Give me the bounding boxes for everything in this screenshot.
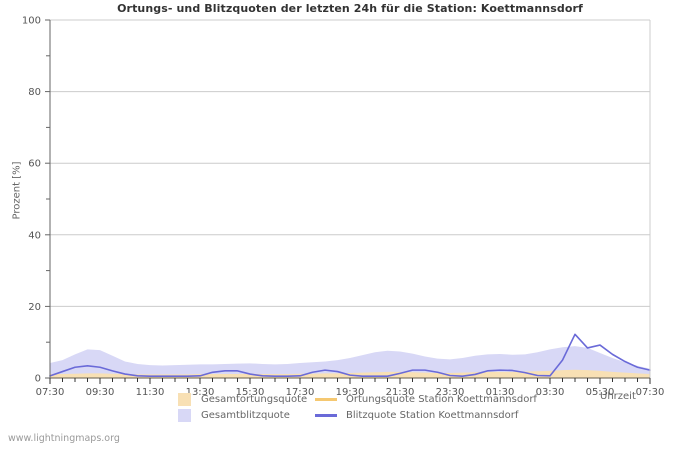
page-title: Ortungs- und Blitzquoten der letzten 24h… <box>117 2 583 15</box>
legend-label-ortungsquote-station: Ortungsquote Station Koettmannsdorf <box>346 393 537 405</box>
svg-text:80: 80 <box>28 87 41 98</box>
legend-swatch-gesamtblitzquote <box>178 408 191 422</box>
svg-text:11:30: 11:30 <box>136 387 165 398</box>
legend-line-ortungsquote-station <box>315 397 337 401</box>
legend-label-blitzquote-station: Blitzquote Station Koettmannsdorf <box>346 409 519 421</box>
axis-ticks <box>45 19 651 384</box>
svg-text:60: 60 <box>28 159 41 170</box>
svg-text:0: 0 <box>35 374 41 385</box>
axis-tick-labels: 0 20 40 60 80 100 07:30 09:30 11:30 13:30 15:30 17:… <box>22 16 665 399</box>
svg-text:17:30: 17:30 <box>286 387 315 398</box>
svg-text:03:30: 03:30 <box>536 387 565 398</box>
legend-swatch-gesamtortungsquote <box>178 392 191 406</box>
legend-item-blitzquote-station: Blitzquote Station Koettmannsdorf <box>315 407 518 423</box>
svg-text:21:30: 21:30 <box>386 387 415 398</box>
svg-text:15:30: 15:30 <box>236 387 265 398</box>
svg-text:05:30: 05:30 <box>586 387 615 398</box>
legend-item-gesamtortungsquote: Gesamtortungsquote <box>178 391 307 407</box>
chart-legend: Gesamtortungsquote Gesamtblitzquote Ortu… <box>0 390 700 426</box>
svg-text:20: 20 <box>28 302 41 313</box>
svg-text:23:30: 23:30 <box>436 387 465 398</box>
svg-text:01:30: 01:30 <box>486 387 515 398</box>
x-axis-label: Uhrzeit <box>600 391 636 402</box>
legend-item-gesamtblitzquote: Gesamtblitzquote <box>178 407 290 423</box>
watermark-credit: www.lightningmaps.org <box>8 433 120 444</box>
svg-text:13:30: 13:30 <box>186 387 215 398</box>
svg-text:40: 40 <box>28 230 41 241</box>
svg-text:19:30: 19:30 <box>336 387 365 398</box>
legend-line-blitzquote-station <box>315 413 337 417</box>
legend-label-gesamtblitzquote: Gesamtblitzquote <box>201 409 290 421</box>
svg-text:09:30: 09:30 <box>86 387 115 398</box>
svg-text:07:30: 07:30 <box>36 387 65 398</box>
legend-item-ortungsquote-station: Ortungsquote Station Koettmannsdorf <box>315 391 537 407</box>
axis-frame <box>49 19 651 379</box>
svg-text:07:30: 07:30 <box>636 387 665 398</box>
gridlines <box>50 19 650 307</box>
legend-label-gesamtortungsquote: Gesamtortungsquote <box>201 393 308 405</box>
svg-text:100: 100 <box>22 16 41 27</box>
